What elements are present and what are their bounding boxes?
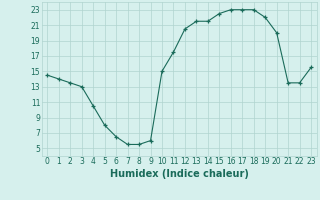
X-axis label: Humidex (Indice chaleur): Humidex (Indice chaleur) xyxy=(110,169,249,179)
